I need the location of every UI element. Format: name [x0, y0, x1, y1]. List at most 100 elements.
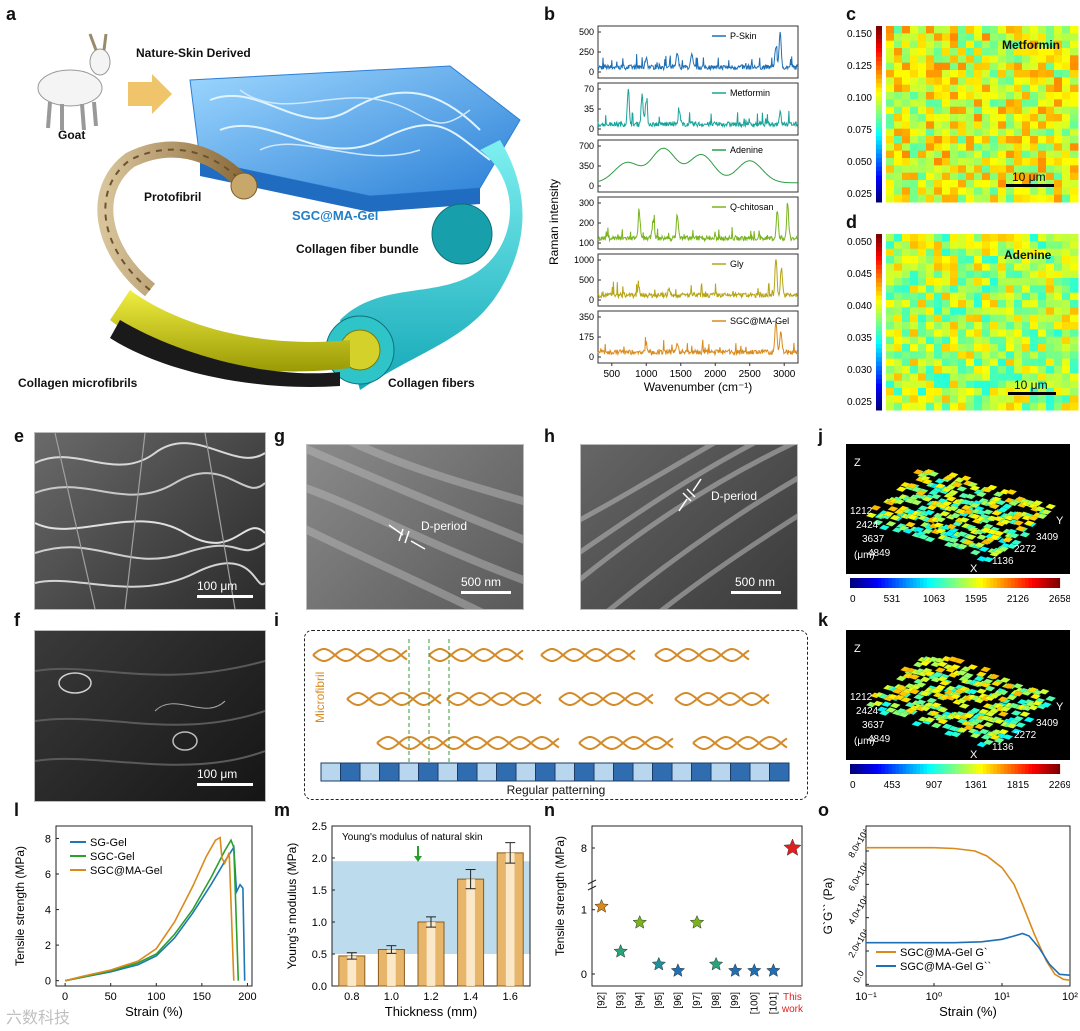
map-pixel	[1070, 48, 1079, 56]
n-category: [96]	[673, 992, 684, 1009]
topo-colorbar-segment	[864, 764, 868, 774]
map-pixel	[950, 128, 959, 137]
topo-surface-cell	[882, 511, 895, 517]
map-pixel	[894, 322, 903, 330]
topo-surface-cell	[982, 721, 994, 728]
map-pixel	[886, 351, 895, 360]
map-pixel	[926, 84, 935, 93]
map-pixel	[1030, 48, 1039, 56]
topo-colorbar-segment	[850, 764, 854, 774]
map-pixel	[902, 373, 911, 382]
map-pixel	[1006, 322, 1015, 330]
map-pixel	[966, 150, 975, 159]
map-pixel	[974, 256, 983, 264]
topo-surface-cell	[1002, 536, 1014, 543]
map-pixel	[1030, 402, 1039, 411]
map-pixel	[966, 278, 975, 286]
map-pixel	[886, 48, 895, 56]
n-category: [92]	[597, 992, 608, 1009]
o-ytick: 0.0	[851, 969, 866, 985]
map-pixel	[1022, 77, 1031, 86]
topo-unit: (μm)	[854, 550, 875, 561]
map-pixel	[1038, 402, 1047, 411]
map-pixel	[1070, 128, 1079, 137]
map-pixel	[910, 26, 919, 34]
map-pixel	[902, 241, 911, 250]
map-pixel	[942, 270, 951, 279]
topo-surface-cell	[984, 685, 996, 692]
map-pixel	[926, 322, 935, 330]
map-pixel	[974, 373, 983, 382]
plot-frame	[865, 825, 1071, 987]
map-pixel	[1038, 322, 1047, 330]
map-pixel	[1022, 150, 1031, 159]
map-pixel	[894, 70, 903, 78]
map-colorbar-segment	[876, 392, 882, 398]
map-pixel	[902, 248, 911, 257]
map-pixel	[1030, 121, 1039, 130]
map-pixel	[1006, 158, 1015, 166]
map-pixel	[1046, 106, 1055, 115]
raman-legend-label: Q-chitosan	[730, 202, 774, 212]
map-pixel	[942, 143, 951, 152]
map-pixel	[1054, 106, 1063, 115]
map-pixel	[902, 194, 911, 203]
map-pixel	[1030, 373, 1039, 382]
map-pixel	[942, 395, 951, 404]
raman-xtick: 1000	[635, 369, 658, 380]
map-pixel	[998, 62, 1007, 71]
map-pixel	[886, 143, 895, 152]
map-pixel	[1054, 402, 1063, 411]
map-pixel	[942, 99, 951, 108]
topo-x-tick: 1212	[850, 506, 873, 517]
topo-surface-cell	[1014, 722, 1027, 728]
microfibril-strand	[446, 692, 542, 706]
map-pixel	[918, 128, 927, 137]
n-point-9	[766, 963, 781, 977]
map-pixel	[974, 314, 983, 323]
map-pixel	[1046, 136, 1055, 144]
topo-colorbar-segment	[1007, 764, 1012, 774]
map-pixel	[934, 194, 943, 203]
map-pixel	[886, 92, 895, 100]
topo-colorbar-segment	[972, 764, 977, 774]
map-pixel	[990, 128, 999, 137]
topo-colorbar-segment	[993, 764, 998, 774]
o-xtick: 10⁰	[926, 991, 943, 1003]
map-pixel	[1038, 300, 1047, 308]
map-pixel	[910, 70, 919, 78]
map-pixel	[998, 380, 1007, 389]
map-pixel	[982, 187, 991, 196]
map-pixel	[998, 234, 1007, 242]
map-pixel	[950, 351, 959, 360]
map-pixel	[1014, 373, 1023, 382]
map-colorbar-segment	[876, 166, 882, 172]
map-pixel	[966, 300, 975, 308]
map-pixel	[1014, 70, 1023, 78]
map-pixel	[990, 92, 999, 100]
map-pixel	[966, 92, 975, 100]
map-pixel	[1006, 395, 1015, 404]
map-pixel	[1014, 48, 1023, 56]
map-tick: 0.025	[847, 189, 872, 200]
map-colorbar-segment	[876, 388, 882, 393]
topo-x-tick: 4849	[868, 734, 891, 745]
map-colorbar-segment	[876, 238, 882, 244]
n-category: [100]	[749, 992, 760, 1014]
map-pixel	[1054, 278, 1063, 286]
microfibril-strand	[692, 736, 788, 750]
topo-colorbar-segment	[906, 764, 910, 774]
map-colorbar-segment	[876, 118, 882, 124]
panel-letter-a: a	[6, 4, 17, 24]
map-pixel	[902, 307, 911, 316]
map-pixel	[1006, 172, 1015, 181]
topo-surface-cell	[969, 707, 981, 714]
map-pixel	[1046, 322, 1055, 330]
map-pixel	[942, 62, 951, 71]
map-pixel	[1062, 114, 1071, 122]
map-pixel	[910, 248, 919, 257]
raman-spectrum-1	[597, 88, 799, 129]
map-pixel	[1022, 234, 1031, 242]
l-ytick: 0	[45, 976, 51, 988]
